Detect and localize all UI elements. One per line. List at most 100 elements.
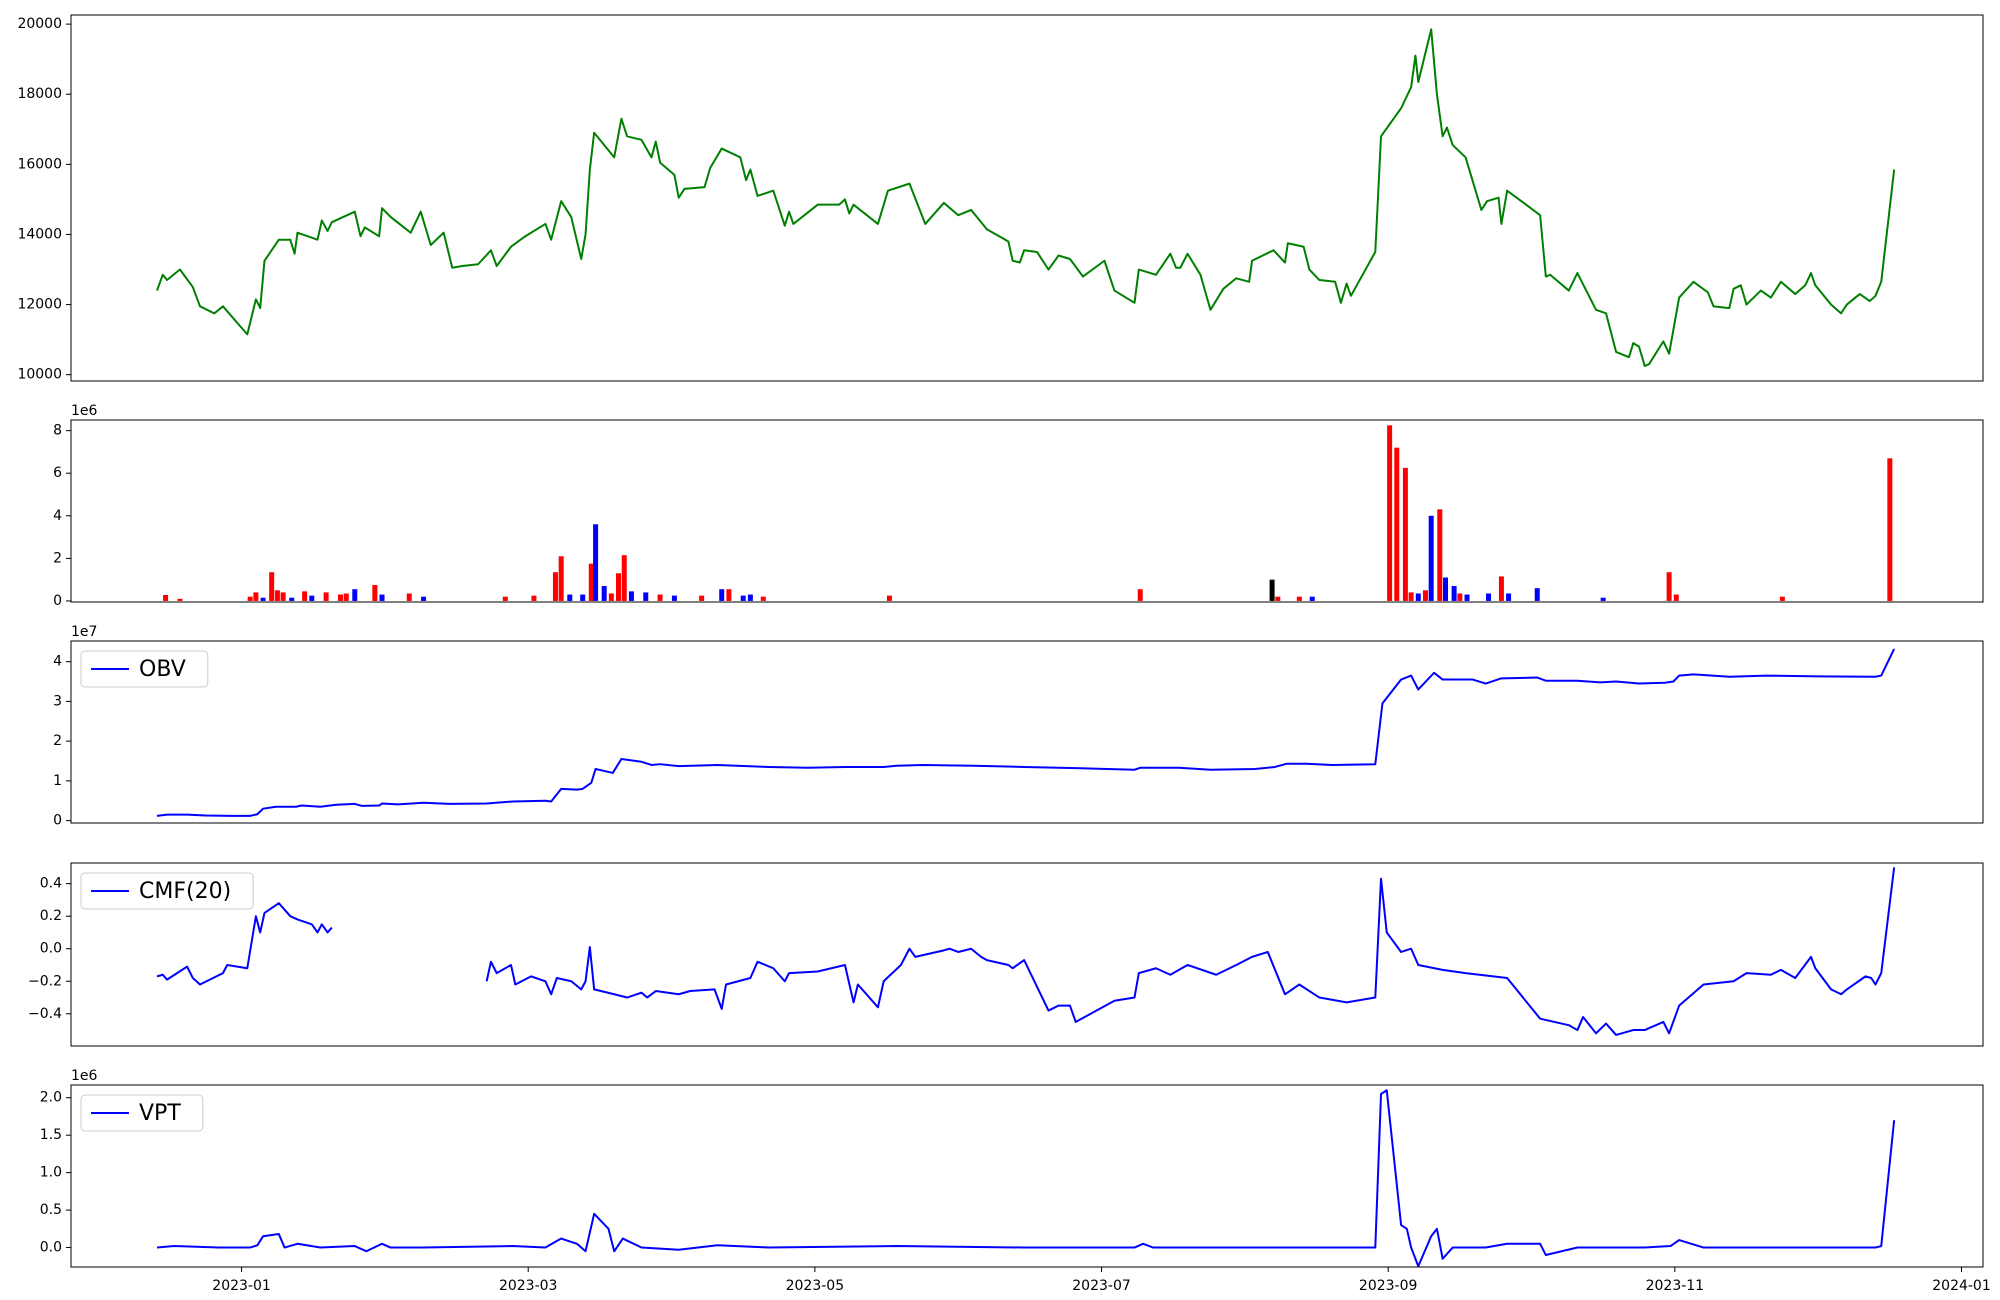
volume-bar <box>1415 593 1421 601</box>
volume-bar <box>302 591 308 601</box>
y-tick-label: 0.5 <box>40 1202 62 1218</box>
axes-frame <box>70 1084 1984 1268</box>
legend-box <box>80 1094 204 1132</box>
y-tick-label: 3 <box>53 693 62 709</box>
volume-bar <box>1464 594 1470 601</box>
volume-bar <box>1666 572 1672 601</box>
volume-bar <box>253 592 259 601</box>
offset-label: 1e7 <box>71 624 97 640</box>
volume-bar <box>699 595 705 601</box>
x-tick-label: 2023-07 <box>1072 1278 1131 1294</box>
volume-bar <box>1408 592 1414 601</box>
x-tick-label: 2024-01 <box>1932 1278 1991 1294</box>
series-line <box>156 648 1896 817</box>
volume-bar <box>643 592 649 601</box>
legend-label: VPT <box>139 1101 181 1126</box>
axes-frame <box>70 14 1984 382</box>
volume-bar <box>163 594 169 601</box>
volume-bar <box>379 594 385 601</box>
volume-bar <box>1486 593 1492 601</box>
axes-frame <box>70 862 1984 1047</box>
volume-bar <box>352 589 358 601</box>
y-tick-label: 6 <box>53 465 62 481</box>
volume-bar <box>726 589 732 601</box>
y-tick-label: −0.2 <box>28 973 62 989</box>
volume-bar <box>1443 577 1449 601</box>
volume-bar <box>1673 594 1679 601</box>
y-tick-label: 12000 <box>17 297 62 313</box>
y-tick-label: 0.4 <box>40 876 62 892</box>
series-line <box>156 1089 1896 1268</box>
volume-bar <box>886 595 892 601</box>
volume-bar <box>628 591 634 601</box>
y-tick-label: 0.2 <box>40 908 62 924</box>
series-line <box>156 867 1896 1036</box>
volume-bar <box>1506 593 1512 601</box>
offset-label: 1e6 <box>71 1068 98 1084</box>
y-tick-label: 18000 <box>17 86 62 102</box>
y-tick-label: 0.0 <box>40 941 62 957</box>
volume-bar <box>1498 576 1504 601</box>
x-tick-label: 2023-09 <box>1359 1278 1418 1294</box>
volume-bar <box>588 563 594 601</box>
volume-bar <box>621 555 627 601</box>
volume-bar <box>1887 458 1893 601</box>
volume-bar <box>558 556 564 601</box>
volume-bar <box>580 594 586 601</box>
y-tick-label: 0 <box>53 593 62 609</box>
volume-bar <box>671 595 677 601</box>
x-tick-label: 2023-05 <box>786 1278 845 1294</box>
volume-bar <box>616 573 622 601</box>
x-tick-label: 2023-01 <box>212 1278 271 1294</box>
volume-bar <box>406 593 412 601</box>
volume-bar <box>567 594 573 601</box>
y-tick-label: 20000 <box>17 16 62 32</box>
volume-bar <box>323 592 329 601</box>
volume-bar <box>177 598 183 601</box>
volume-bar <box>1137 589 1143 601</box>
y-tick-label: 1 <box>53 773 62 789</box>
volume-bar <box>740 595 746 601</box>
y-tick-label: 2.0 <box>40 1090 62 1106</box>
y-tick-label: 4 <box>53 508 62 524</box>
volume-bar <box>309 595 315 601</box>
y-tick-label: 8 <box>53 423 62 439</box>
volume-bar <box>719 589 725 601</box>
volume-bar <box>1394 447 1400 601</box>
volume-bar <box>269 572 275 601</box>
y-tick-label: 0.0 <box>40 1240 62 1256</box>
volume-bar <box>421 596 427 601</box>
y-tick-label: 2 <box>53 550 62 566</box>
volume-bar <box>1451 586 1457 601</box>
volume-bar <box>337 594 343 601</box>
volume-bar <box>593 524 599 601</box>
volume-bar <box>1296 596 1302 601</box>
volume-bar <box>760 596 766 601</box>
volume-bar <box>372 584 378 601</box>
y-tick-label: 14000 <box>17 226 62 242</box>
volume-bar <box>274 590 280 601</box>
volume-bar <box>343 593 349 601</box>
y-tick-label: 1.5 <box>40 1127 62 1143</box>
volume-bar <box>1275 596 1281 601</box>
volume-bar <box>1457 593 1463 601</box>
legend-label: CMF(20) <box>139 879 231 904</box>
y-tick-label: 0 <box>53 813 62 829</box>
volume-bar <box>260 597 266 601</box>
offset-label: 1e6 <box>71 403 98 419</box>
volume-bar <box>502 596 508 601</box>
volume-bar <box>657 594 663 601</box>
volume-bar <box>608 593 614 601</box>
y-tick-label: 4 <box>53 654 62 670</box>
x-tick-label: 2023-11 <box>1646 1278 1705 1294</box>
y-tick-label: −0.4 <box>28 1006 62 1022</box>
legend-box <box>80 650 209 688</box>
volume-bar <box>1387 425 1393 601</box>
legend-label: OBV <box>139 657 186 682</box>
volume-bar <box>1269 579 1275 601</box>
volume-bar <box>1437 509 1443 601</box>
volume-bar <box>1779 596 1785 601</box>
volume-bar <box>1428 515 1434 601</box>
